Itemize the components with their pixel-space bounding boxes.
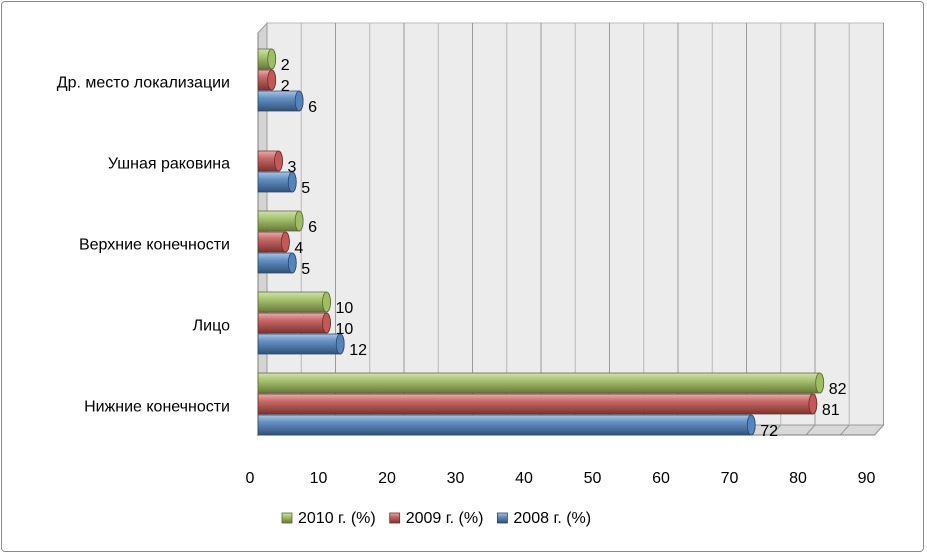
bar [257, 48, 277, 70]
legend-label: 2009 г. (%) [406, 510, 484, 527]
bar [257, 372, 825, 394]
bar [257, 333, 345, 355]
category-label: Др. место локализации [57, 75, 230, 92]
category-label: Лицо [193, 318, 230, 335]
bar [257, 150, 283, 172]
category-label: Ушная раковина [108, 156, 230, 173]
tick-label: 50 [584, 470, 602, 487]
category-label: Нижние конечности [84, 399, 230, 416]
legend-item[interactable]: 2008 г. (%) [497, 510, 591, 527]
category-label: Верхние конечности [79, 237, 230, 254]
floor-gridline [874, 424, 884, 436]
tick-label: 10 [310, 470, 328, 487]
bar [257, 393, 818, 415]
bar [257, 210, 304, 232]
legend-label: 2010 г. (%) [298, 510, 376, 527]
floor-gridline [771, 424, 782, 436]
gridlines [257, 23, 884, 436]
category-labels: Нижние конечности Лицо Верхние конечности У… [57, 75, 230, 416]
value-label: 2 [281, 57, 290, 74]
value-label: 6 [308, 219, 317, 236]
bars [257, 48, 825, 436]
tick-label: 70 [721, 470, 739, 487]
bar [257, 90, 304, 112]
tick-labels: 0 10 20 30 40 50 60 70 80 90 [246, 470, 876, 487]
value-label: 10 [336, 321, 354, 338]
value-label: 10 [336, 300, 354, 317]
legend-item[interactable]: 2010 г. (%) [281, 510, 376, 527]
tick-label: 80 [789, 470, 807, 487]
value-label: 5 [301, 261, 310, 278]
bar [257, 252, 297, 274]
floor-gridline [805, 424, 816, 436]
value-label: 6 [308, 99, 317, 116]
bar [257, 414, 756, 436]
tick-label: 20 [378, 470, 396, 487]
legend-swatch [497, 512, 508, 524]
bar [257, 171, 297, 193]
tick-label: 60 [652, 470, 670, 487]
bar [257, 291, 331, 313]
value-label: 2 [281, 78, 290, 95]
tick-label: 90 [858, 470, 876, 487]
legend-swatch [389, 512, 401, 524]
tick-label: 0 [246, 470, 255, 487]
bar [257, 312, 331, 334]
value-label: 72 [760, 423, 778, 440]
legend-swatch [281, 512, 293, 524]
legend[interactable]: 2010 г. (%) 2009 г. (%) 2008 г. (%) [281, 510, 591, 527]
legend-item[interactable]: 2009 г. (%) [389, 510, 484, 527]
value-label: 12 [349, 342, 367, 359]
tick-label: 40 [515, 470, 533, 487]
bar [257, 69, 277, 91]
value-label: 5 [301, 180, 310, 197]
legend-label: 2008 г. (%) [513, 510, 591, 527]
value-label: 81 [822, 402, 840, 419]
value-label: 3 [288, 159, 297, 176]
bar [257, 231, 290, 253]
value-label: 82 [829, 381, 847, 398]
tick-label: 30 [447, 470, 465, 487]
value-label: 4 [294, 240, 303, 257]
floor-gridline [839, 424, 850, 436]
